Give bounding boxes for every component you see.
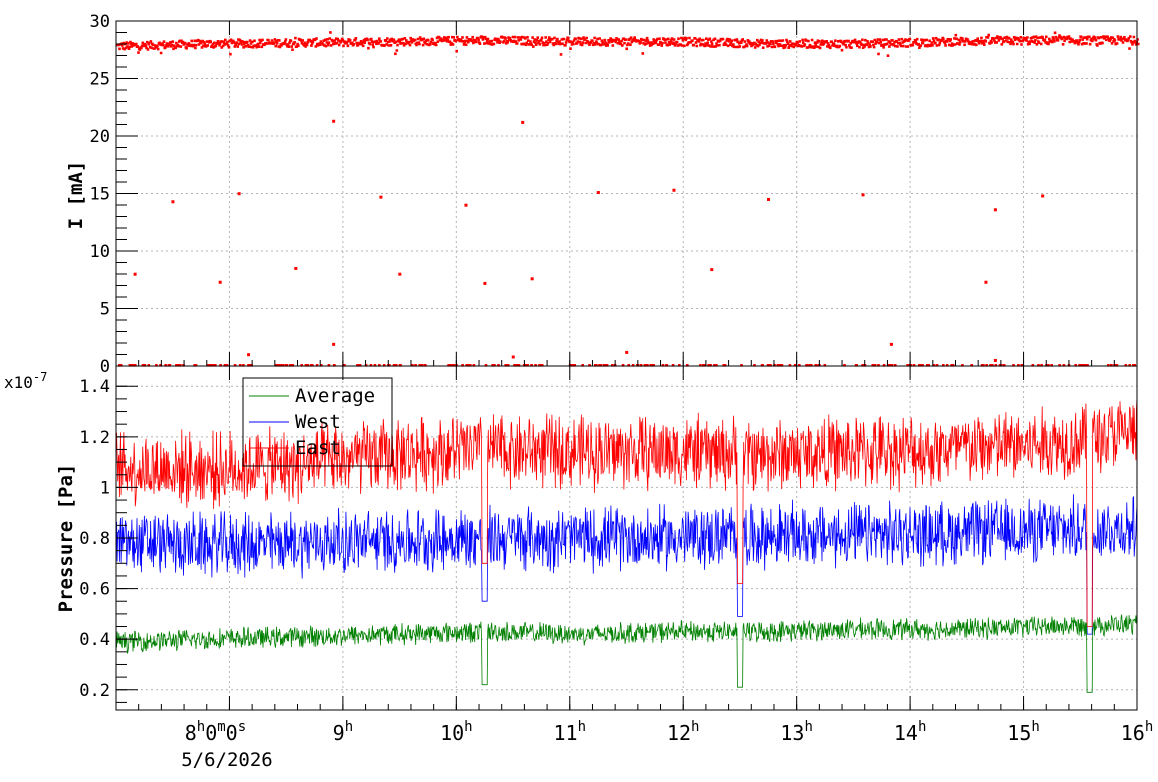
current-outlier-point — [483, 281, 487, 285]
pressure-y-tick-label: 0.6 — [79, 580, 110, 600]
pressure-panel: 0.20.40.60.811.21.4 Pressure [Pa] x10-7 … — [4, 365, 1138, 711]
current-outlier-point — [861, 193, 865, 197]
current-outlier-point — [710, 268, 714, 272]
current-outlier-point — [625, 350, 629, 354]
current-outlier-point — [237, 192, 241, 196]
current-outlier-point — [521, 120, 525, 124]
time-tick-hour: 16 — [1121, 721, 1145, 745]
current-outlier-point — [218, 280, 222, 284]
current-y-tick-label: 25 — [90, 70, 110, 90]
time-tick-unit: h — [1031, 719, 1039, 735]
time-tick-label: 12h — [667, 719, 700, 745]
time-tick-hour: 12 — [667, 721, 691, 745]
time-tick-hour: 15 — [1007, 721, 1031, 745]
current-main-band — [116, 31, 1140, 57]
current-outlier-point — [332, 119, 336, 123]
current-outlier-point — [379, 195, 383, 199]
current-outlier-point — [511, 355, 515, 359]
current-data — [116, 31, 1140, 367]
current-outlier-point — [464, 203, 468, 207]
time-tick-unit: h — [464, 719, 472, 735]
time-tick-label: 11h — [554, 719, 587, 745]
current-outlier-point — [596, 191, 600, 195]
pressure-series-east-line — [115, 396, 1138, 627]
pressure-y-tick-label: 1.2 — [79, 428, 110, 448]
current-grid — [116, 20, 1137, 366]
current-outlier-point — [332, 342, 336, 346]
pressure-y-tick-label: 0.2 — [79, 681, 110, 701]
current-outlier-point — [294, 266, 298, 270]
legend-label-west: West — [295, 411, 341, 433]
current-outlier-point — [133, 272, 137, 276]
pressure-axes: 0.2 0.4 0.6 0.8 1 1.2 1.4 — [79, 365, 1138, 711]
time-tick-label: 15h — [1007, 719, 1040, 745]
time-tick-hour: 14 — [894, 721, 918, 745]
time-tick-unit: s — [238, 719, 246, 735]
current-y-tick-label: 5 — [100, 300, 110, 320]
time-tick-unit: h — [691, 719, 699, 735]
pressure-frame — [115, 365, 1138, 711]
current-outlier-point — [247, 353, 251, 357]
time-tick-unit: h — [1145, 719, 1153, 735]
time-tick-hour: 10 — [440, 721, 464, 745]
pressure-series-average-line — [115, 614, 1138, 693]
current-outlier-point — [984, 280, 988, 284]
current-y-tick-label: 20 — [90, 127, 110, 147]
time-tick-label: 16h — [1121, 719, 1154, 745]
time-tick-minutes: 0 — [205, 721, 217, 745]
time-tick-unit: m — [217, 719, 225, 735]
legend-label-average: Average — [295, 385, 375, 407]
current-y-tick-label: 10 — [90, 242, 110, 262]
time-tick-seconds: 0 — [226, 721, 238, 745]
current-outlier-point — [1041, 194, 1045, 198]
time-tick-label: 13h — [780, 719, 813, 745]
time-axis-labels: 8h0m0s 9h 10h 11h 12h 13h 14h 15h 16h — [185, 719, 1154, 745]
pressure-y-axis-title: Pressure [Pa] — [55, 464, 77, 613]
time-tick-hour: 8 — [185, 721, 197, 745]
current-outlier-point — [672, 188, 676, 192]
time-tick-unit: h — [918, 719, 926, 735]
time-tick-hour: 13 — [780, 721, 804, 745]
time-tick-unit: h — [804, 719, 812, 735]
current-axes: 0 5 10 15 20 25 30 — [90, 12, 1138, 377]
time-tick-label: 14h — [894, 719, 927, 745]
pressure-y-tick-label: 1 — [100, 478, 110, 498]
legend-frame — [242, 377, 393, 467]
current-y-tick-label: 15 — [90, 185, 110, 205]
current-outlier-point — [767, 197, 771, 201]
pressure-y-tick-label: 1.4 — [79, 377, 110, 397]
current-y-tick-label: 30 — [90, 12, 110, 32]
pressure-y-tick-label: 0.4 — [79, 630, 110, 650]
pressure-scale-label: x10-7 — [4, 370, 47, 392]
current-panel: 0 5 10 15 20 25 30 I [mA] — [65, 12, 1140, 377]
legend-label-east: East — [295, 437, 341, 459]
current-y-axis-title: I [mA] — [65, 161, 87, 230]
time-tick-unit: h — [345, 719, 353, 735]
current-outlier-point — [993, 208, 997, 212]
time-tick-unit: h — [578, 719, 586, 735]
date-label: 5/6/2026 — [181, 749, 273, 771]
time-tick-unit: h — [197, 719, 205, 735]
current-outlier-point — [398, 272, 402, 276]
time-tick-hour: 11 — [554, 721, 578, 745]
current-y-tick-label: 0 — [100, 357, 110, 377]
pressure-series-west-line — [115, 494, 1138, 635]
current-outlier-point — [889, 342, 893, 346]
time-tick-hour: 9 — [333, 721, 345, 745]
current-outlier-point — [530, 277, 534, 281]
pressure-y-tick-label: 0.8 — [79, 529, 110, 549]
time-tick-label: 10h — [440, 719, 473, 745]
time-tick-label: 8h0m0s — [185, 719, 246, 745]
pressure-legend: Average West East — [242, 377, 393, 467]
pressure-data — [115, 396, 1138, 693]
current-outlier-point — [993, 358, 997, 362]
current-outlier-point — [171, 200, 175, 204]
time-tick-label: 9h — [333, 719, 353, 745]
